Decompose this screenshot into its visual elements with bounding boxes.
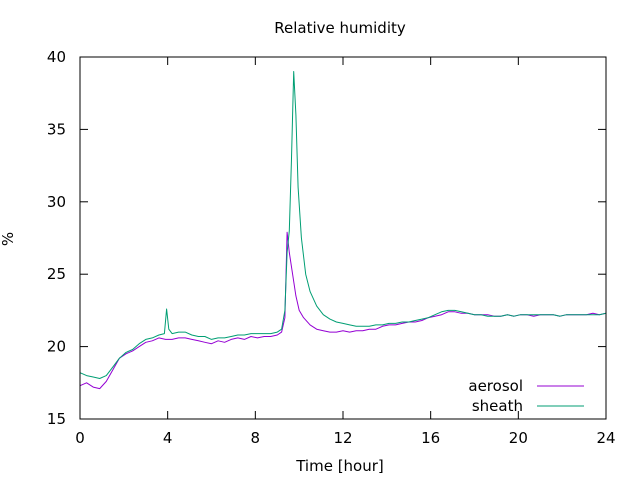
axis-ticks: 0 4 8 12 16 20 24 15 20 25 30 35 40 <box>47 48 616 447</box>
legend-label-sheath: sheath <box>472 397 523 415</box>
legend-label-aerosol: aerosol <box>468 377 523 395</box>
legend: aerosol sheath <box>468 377 584 415</box>
plot-frame <box>79 56 607 420</box>
chart-title: Relative humidity <box>274 19 406 37</box>
y-tick-label: 15 <box>47 410 66 428</box>
x-tick-label: 0 <box>75 429 85 447</box>
x-axis-label: Time [hour] <box>295 457 384 475</box>
y-tick-label: 25 <box>47 265 66 283</box>
x-tick-label: 24 <box>596 429 615 447</box>
x-tick-label: 12 <box>333 429 352 447</box>
series-layer <box>79 71 607 390</box>
y-tick-label: 30 <box>47 193 66 211</box>
y-tick-label: 20 <box>47 338 66 356</box>
x-tick-label: 20 <box>509 429 528 447</box>
y-tick-label: 40 <box>47 48 66 66</box>
x-tick-label: 16 <box>421 429 440 447</box>
x-tick-label: 8 <box>251 429 261 447</box>
series-line-sheath <box>79 71 607 379</box>
y-tick-label: 35 <box>47 120 66 138</box>
y-axis-label: % <box>0 232 17 246</box>
series-line-aerosol <box>79 231 607 390</box>
x-tick-label: 4 <box>163 429 173 447</box>
